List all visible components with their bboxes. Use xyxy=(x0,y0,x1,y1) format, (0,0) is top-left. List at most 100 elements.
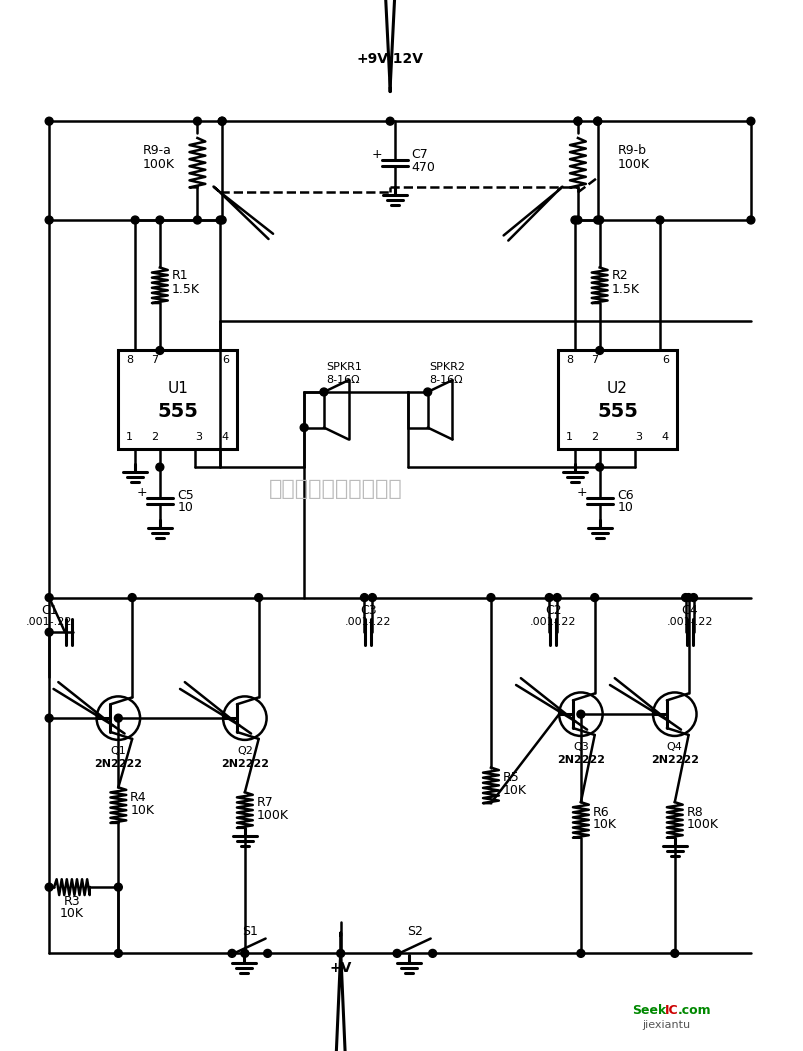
Text: 7: 7 xyxy=(590,355,597,366)
Text: +V: +V xyxy=(329,962,352,975)
Circle shape xyxy=(593,118,601,125)
Circle shape xyxy=(45,715,53,722)
Text: 555: 555 xyxy=(597,403,637,421)
Circle shape xyxy=(218,118,226,125)
Text: 7: 7 xyxy=(151,355,158,366)
Text: 2: 2 xyxy=(151,432,158,442)
Text: 2N2222: 2N2222 xyxy=(94,759,142,768)
Circle shape xyxy=(114,883,122,891)
Text: C6: C6 xyxy=(617,490,634,502)
Circle shape xyxy=(573,118,581,125)
Text: R4: R4 xyxy=(130,790,147,804)
Text: C7: C7 xyxy=(410,148,427,161)
Text: C2: C2 xyxy=(544,604,560,617)
Text: C3: C3 xyxy=(360,604,377,617)
Text: SPKR1: SPKR1 xyxy=(325,363,361,372)
Text: 2N2222: 2N2222 xyxy=(221,759,268,768)
Text: .001-.22: .001-.22 xyxy=(26,617,72,627)
Circle shape xyxy=(45,594,53,601)
Text: 3: 3 xyxy=(634,432,642,442)
Circle shape xyxy=(255,594,263,601)
Text: R9-b: R9-b xyxy=(617,144,646,158)
Text: 2: 2 xyxy=(590,432,597,442)
Circle shape xyxy=(360,594,368,601)
Circle shape xyxy=(156,217,164,224)
Text: 10K: 10K xyxy=(502,784,526,797)
Circle shape xyxy=(552,594,560,601)
Circle shape xyxy=(114,715,122,722)
Bar xyxy=(407,392,427,428)
Circle shape xyxy=(45,118,53,125)
Text: 2N2222: 2N2222 xyxy=(556,755,604,765)
Text: .001-.22: .001-.22 xyxy=(344,617,391,627)
Bar xyxy=(557,350,676,450)
Text: 2N2222: 2N2222 xyxy=(650,755,698,765)
Text: 8-16Ω: 8-16Ω xyxy=(325,375,359,385)
Text: 555: 555 xyxy=(157,403,198,421)
Text: .001-.22: .001-.22 xyxy=(529,617,576,627)
Circle shape xyxy=(577,710,584,718)
Text: 10K: 10K xyxy=(59,907,84,921)
Circle shape xyxy=(670,949,678,957)
Circle shape xyxy=(689,594,697,601)
Circle shape xyxy=(241,949,248,957)
Circle shape xyxy=(684,594,691,601)
Text: .com: .com xyxy=(677,1004,711,1017)
Circle shape xyxy=(385,118,393,125)
Text: R7: R7 xyxy=(256,796,273,808)
Circle shape xyxy=(423,388,431,396)
Circle shape xyxy=(336,949,344,957)
Text: Seek: Seek xyxy=(631,1004,666,1017)
Text: 100K: 100K xyxy=(617,158,649,171)
Text: 杭州将睷科技有限公司: 杭州将睷科技有限公司 xyxy=(268,479,402,499)
Circle shape xyxy=(156,347,164,354)
Circle shape xyxy=(681,594,689,601)
Circle shape xyxy=(573,118,581,125)
Text: R5: R5 xyxy=(502,771,519,784)
Text: 1.5K: 1.5K xyxy=(172,283,199,295)
Bar xyxy=(304,392,324,428)
Text: 470: 470 xyxy=(410,161,434,174)
Text: Q1: Q1 xyxy=(110,746,126,756)
Text: Q3: Q3 xyxy=(573,742,588,751)
Circle shape xyxy=(218,217,226,224)
Circle shape xyxy=(194,217,201,224)
Circle shape xyxy=(593,118,601,125)
Text: 8: 8 xyxy=(126,355,133,366)
Circle shape xyxy=(128,594,136,601)
Circle shape xyxy=(320,388,328,396)
Text: 6: 6 xyxy=(661,355,668,366)
Circle shape xyxy=(570,217,578,224)
Circle shape xyxy=(45,883,53,891)
Text: C4: C4 xyxy=(680,604,697,617)
Circle shape xyxy=(45,217,53,224)
Circle shape xyxy=(655,217,663,224)
Text: 6: 6 xyxy=(222,355,229,366)
Text: +: + xyxy=(137,487,147,499)
Circle shape xyxy=(428,949,436,957)
Circle shape xyxy=(487,594,495,601)
Text: SPKR2: SPKR2 xyxy=(429,363,465,372)
Circle shape xyxy=(156,463,164,471)
Text: 4: 4 xyxy=(222,432,229,442)
Circle shape xyxy=(595,347,603,354)
Circle shape xyxy=(746,118,754,125)
Circle shape xyxy=(194,118,201,125)
Text: jiexiantu: jiexiantu xyxy=(642,1019,690,1030)
Circle shape xyxy=(590,594,598,601)
Circle shape xyxy=(544,594,552,601)
Text: S1: S1 xyxy=(242,925,258,939)
Circle shape xyxy=(573,217,581,224)
Circle shape xyxy=(595,463,603,471)
Text: Q2: Q2 xyxy=(237,746,252,756)
Circle shape xyxy=(593,217,601,224)
Circle shape xyxy=(45,628,53,636)
Text: 8: 8 xyxy=(565,355,573,366)
Text: R1: R1 xyxy=(172,269,188,282)
Text: +: + xyxy=(372,148,382,161)
Circle shape xyxy=(263,949,271,957)
Text: C1: C1 xyxy=(41,604,57,617)
Text: R8: R8 xyxy=(686,805,703,819)
Text: 100K: 100K xyxy=(143,158,175,171)
Circle shape xyxy=(216,217,224,224)
